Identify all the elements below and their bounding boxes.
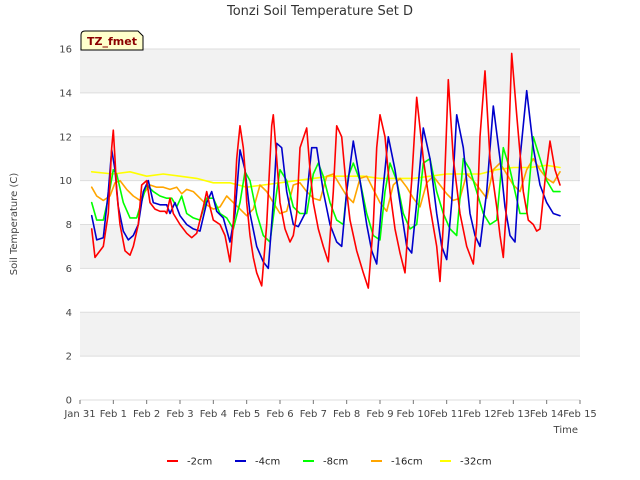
- x-tick-label: Feb 2: [133, 409, 160, 420]
- series-line-32cmcm: [90, 164, 561, 188]
- y-tick-label: 12: [59, 132, 72, 143]
- grid-band: [80, 312, 580, 357]
- y-tick-label: 14: [59, 88, 72, 99]
- x-tick-label: Feb 14: [530, 409, 564, 420]
- legend: -2cm -4cm -8cm -16cm -32cm: [167, 457, 492, 468]
- legend-entry-label: -2cm: [187, 457, 212, 468]
- y-axis-label: Soil Temperature (C): [9, 173, 20, 276]
- x-tick-label: Feb 11: [430, 409, 464, 420]
- y-axis-ticks: 0 2 4 6 8 10 12 14 16: [59, 45, 72, 407]
- y-tick-label: 2: [66, 352, 72, 363]
- grid-band: [80, 136, 580, 181]
- x-tick-label: Feb 7: [300, 409, 327, 420]
- series-line-2cmcm: [90, 52, 561, 289]
- tz-fmet-badge: TZ_fmet: [80, 30, 144, 51]
- series-line-16cmcm: [90, 157, 561, 217]
- x-tick-label: Feb 12: [463, 409, 497, 420]
- legend-entry-label: -4cm: [255, 457, 280, 468]
- y-tick-label: 6: [66, 264, 72, 275]
- x-tick-label: Jan 31: [63, 409, 95, 420]
- y-tick-label: 0: [66, 396, 72, 407]
- x-tick-label: Feb 3: [166, 409, 193, 420]
- y-tick-label: 16: [59, 45, 72, 56]
- x-tick-label: Feb 15: [563, 409, 597, 420]
- x-tick-label: Feb 1: [100, 409, 127, 420]
- legend-entry-label: -8cm: [323, 457, 348, 468]
- y-tick-label: 4: [66, 308, 72, 319]
- legend-entry-label: -16cm: [391, 457, 423, 468]
- x-tick-label: Feb 6: [266, 409, 293, 420]
- x-tick-label: Feb 5: [233, 409, 260, 420]
- chart-title: Tonzi Soil Temperature Set D: [226, 4, 413, 19]
- series-lines: [90, 52, 561, 289]
- x-tick-label: Feb 9: [366, 409, 393, 420]
- x-tick-label: Feb 4: [200, 409, 227, 420]
- x-tick-label: Feb 8: [333, 409, 360, 420]
- x-axis-label: Time: [553, 425, 578, 436]
- grid-band: [80, 356, 580, 400]
- y-tick-label: 8: [66, 220, 72, 231]
- x-tick-label: Feb 13: [497, 409, 531, 420]
- x-tick-label: Feb 10: [397, 409, 431, 420]
- y-tick-label: 10: [59, 176, 72, 187]
- legend-entry-label: -32cm: [460, 457, 492, 468]
- grid-band: [80, 268, 580, 313]
- badge-label: TZ_fmet: [87, 35, 137, 48]
- grid-band: [80, 49, 580, 93]
- grid-band: [80, 92, 580, 137]
- x-axis-ticks: Jan 31 Feb 1 Feb 2 Feb 3 Feb 4 Feb 5 Feb 6 Feb …: [63, 400, 597, 420]
